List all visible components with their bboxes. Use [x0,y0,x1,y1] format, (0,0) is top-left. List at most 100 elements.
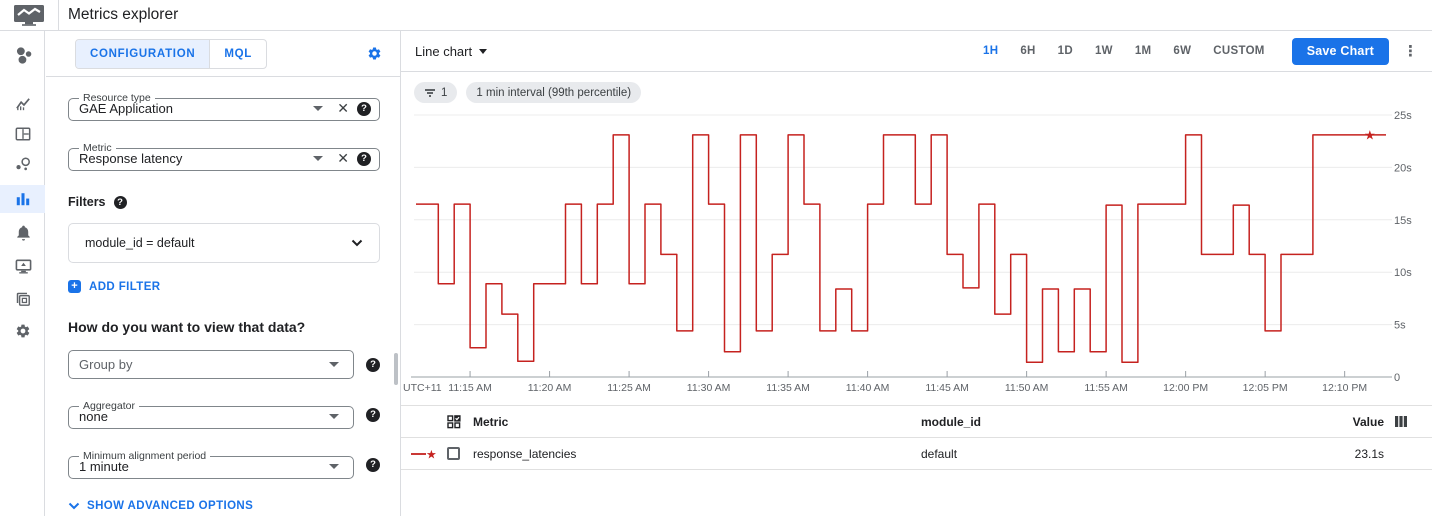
uptime-checks-icon[interactable] [13,256,33,276]
save-chart-button[interactable]: Save Chart [1291,37,1389,65]
tab-mql[interactable]: MQL [209,40,266,68]
tab-configuration[interactable]: CONFIGURATION [76,40,210,68]
config-settings-gear-icon[interactable] [367,46,382,66]
row-module-id: default [921,446,958,461]
table-row[interactable]: ★ response_latencies default 23.1s [401,438,1432,470]
configuration-panel: CONFIGURATION MQL Resource type GAE Appl… [46,31,400,516]
resource-type-label: Resource type [83,92,151,104]
dropdown-caret-icon[interactable] [329,464,339,469]
help-icon[interactable]: ? [366,457,380,472]
chevron-down-icon [351,239,363,247]
interval-chip-label: 1 min interval (99th percentile) [476,86,632,99]
settings-icon[interactable] [13,321,33,341]
aggregator-select[interactable]: Aggregator none [68,400,354,429]
svg-text:12:05 PM: 12:05 PM [1243,382,1288,394]
line-chart[interactable]: 25s 20s 15s 10s 5s 0 11:15 AM 11:20 AM 11:25 AM 1… [401,103,1432,397]
chips-row: 1 1 min interval (99th percentile) [401,72,1432,103]
column-settings-icon[interactable] [1394,415,1408,428]
show-advanced-options-button[interactable]: SHOW ADVANCED OPTIONS [68,500,380,512]
svg-text:10s: 10s [1394,267,1412,279]
svg-text:11:50 AM: 11:50 AM [1005,382,1049,394]
help-icon[interactable]: ? [366,407,380,422]
clear-icon[interactable]: ✕ [337,100,349,116]
min-alignment-select[interactable]: Minimum alignment period 1 minute [68,450,354,479]
chart-type-dropdown[interactable]: Line chart [415,44,488,59]
plus-icon: + [68,280,81,293]
svg-text:20s: 20s [1394,162,1412,174]
filter-expander[interactable]: module_id = default [68,223,380,263]
left-nav-rail [0,31,45,516]
config-divider [46,76,400,77]
row-metric-name: response_latencies [473,446,577,461]
filter-icon [425,88,435,97]
svg-text:11:15 AM: 11:15 AM [448,382,492,394]
panel-scrollbar[interactable] [394,353,398,385]
time-range-6w[interactable]: 6W [1173,45,1192,57]
time-range-1h[interactable]: 1H [983,45,999,57]
help-icon[interactable]: ? [357,151,371,166]
monitoring-overview-icon[interactable] [13,45,33,65]
chart-toolbar: Line chart 1H 6H 1D 1W 1M 6W CUSTOM Save… [401,31,1432,72]
series-legend-marker: ★ [411,447,437,461]
help-icon[interactable]: ? [366,357,380,372]
metrics-explorer-icon[interactable] [13,189,33,209]
page-title: Metrics explorer [68,6,179,23]
help-icon[interactable]: ? [113,195,127,209]
svg-text:12:10 PM: 12:10 PM [1322,382,1367,394]
metric-value: Response latency [79,151,183,166]
config-tabs: CONFIGURATION MQL [75,39,268,69]
filters-label: Filters [68,195,106,209]
column-header-metric[interactable]: Metric [473,414,509,429]
svg-text:11:25 AM: 11:25 AM [607,382,651,394]
dropdown-caret-icon[interactable] [329,414,339,419]
svg-text:11:55 AM: 11:55 AM [1084,382,1128,394]
select-metrics-grid-icon[interactable] [447,414,461,429]
svg-text:11:45 AM: 11:45 AM [925,382,969,394]
column-header-value[interactable]: Value [1352,414,1384,429]
svg-text:★: ★ [426,447,437,461]
clear-icon[interactable]: ✕ [337,150,349,166]
svg-text:15s: 15s [1394,215,1412,227]
monitoring-logo[interactable] [0,0,59,30]
row-value: 23.1s [1354,446,1384,461]
svg-text:★: ★ [1364,127,1376,142]
add-filter-label: ADD FILTER [89,280,161,293]
groups-icon[interactable] [13,289,33,309]
time-range-1w[interactable]: 1W [1094,45,1113,57]
interval-chip[interactable]: 1 min interval (99th percentile) [466,82,642,103]
alerting-icon[interactable] [13,223,33,243]
min-alignment-value: 1 minute [79,459,129,474]
time-range-custom[interactable]: CUSTOM [1213,45,1265,57]
time-range-1d[interactable]: 1D [1057,45,1073,57]
min-alignment-label: Minimum alignment period [83,450,207,462]
svg-text:0: 0 [1394,372,1400,384]
dropdown-caret-icon[interactable] [313,156,324,161]
dropdown-caret-icon[interactable] [313,106,324,111]
time-range-1m[interactable]: 1M [1134,45,1152,57]
dropdown-caret-icon [479,48,488,54]
charts-icon[interactable] [13,94,33,114]
svg-text:12:00 PM: 12:00 PM [1163,382,1208,394]
services-icon[interactable] [13,154,33,174]
svg-text:25s: 25s [1394,110,1412,122]
dashboards-icon[interactable] [13,124,33,144]
add-filter-button[interactable]: + ADD FILTER [68,280,380,293]
group-by-select[interactable]: Group by [68,350,354,379]
svg-text:5s: 5s [1394,320,1406,332]
table-header-row: Metric module_id Value [401,406,1432,438]
svg-text:11:20 AM: 11:20 AM [528,382,572,394]
more-options-kebab-icon[interactable]: ⋮ [1403,43,1418,60]
dropdown-caret-icon[interactable] [329,362,339,367]
metrics-legend-table: Metric module_id Value ★ response_latenc… [401,405,1432,470]
svg-text:11:40 AM: 11:40 AM [846,382,890,394]
show-advanced-options-label: SHOW ADVANCED OPTIONS [87,500,254,512]
row-checkbox[interactable] [447,447,460,460]
column-header-module-id[interactable]: module_id [921,414,982,429]
help-icon[interactable]: ? [357,101,371,116]
time-range-6h[interactable]: 6H [1020,45,1036,57]
chart-panel: Line chart 1H 6H 1D 1W 1M 6W CUSTOM Save… [400,31,1432,516]
filter-count: 1 [441,86,448,99]
metric-select[interactable]: Metric Response latency ✕ ? [68,142,380,171]
filter-count-chip[interactable]: 1 [414,82,458,103]
resource-type-select[interactable]: Resource type GAE Application ✕ ? [68,92,380,121]
